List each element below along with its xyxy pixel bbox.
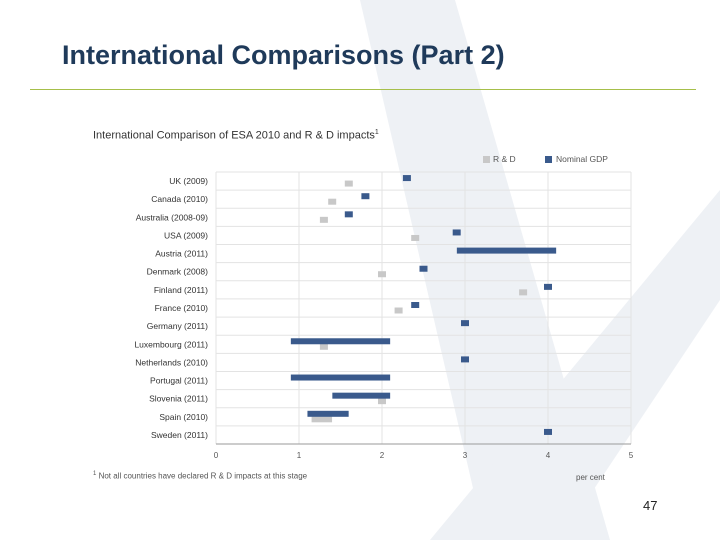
gdp-marker xyxy=(361,193,370,200)
slide-title: International Comparisons (Part 2) xyxy=(62,40,505,70)
category-label: Spain (2010) xyxy=(159,412,208,422)
chart-title-footnote-marker: 1 xyxy=(374,129,379,136)
category-label: USA (2009) xyxy=(164,230,208,240)
grid-layer xyxy=(215,171,632,445)
chart: R & D Nominal GDP UK (2009) Canada (2010)… xyxy=(134,154,634,482)
x-tick-label: 3 xyxy=(463,451,468,460)
gdp-marker xyxy=(290,374,391,381)
gdp-marker xyxy=(544,428,552,435)
rd-marker xyxy=(378,271,386,278)
rd-marker xyxy=(311,416,333,423)
x-axis-ticks: 0 1 2 3 4 5 xyxy=(214,451,634,460)
category-label: France (2010) xyxy=(155,303,209,313)
x-tick-label: 4 xyxy=(546,451,551,460)
category-label: Germany (2011) xyxy=(147,321,208,331)
gdp-marker xyxy=(452,229,461,236)
category-label: Netherlands (2010) xyxy=(135,357,208,367)
footnote: 1 Not all countries have declared R & D … xyxy=(93,471,307,481)
category-label: Finland (2011) xyxy=(154,285,208,295)
category-label: Slovenia (2011) xyxy=(149,394,208,404)
category-label: Canada (2010) xyxy=(151,194,208,204)
legend-gdp-swatch xyxy=(545,156,552,163)
x-axis-label: per cent xyxy=(576,473,606,482)
watermark-stroke-right xyxy=(430,190,720,540)
category-label: Denmark (2008) xyxy=(147,267,209,277)
gdp-marker xyxy=(402,175,411,182)
footnote-marker: 1 xyxy=(93,471,97,477)
rd-marker xyxy=(344,180,353,187)
legend-rd-label: R & D xyxy=(493,154,516,164)
rd-marker xyxy=(319,216,328,223)
category-labels: UK (2009) Canada (2010) Australia (2008-09… xyxy=(134,176,208,440)
gdp-marker xyxy=(419,265,428,272)
chart-title: International Comparison of ESA 2010 and… xyxy=(93,129,379,142)
category-label: Austria (2011) xyxy=(155,249,208,259)
rd-series xyxy=(311,180,528,423)
rd-marker xyxy=(328,198,337,205)
category-label: Luxembourg (2011) xyxy=(134,339,208,349)
gdp-marker xyxy=(290,338,391,345)
gdp-series xyxy=(290,175,557,435)
title-divider xyxy=(30,89,696,90)
gdp-marker xyxy=(461,320,469,327)
gdp-marker xyxy=(332,392,391,399)
x-tick-label: 5 xyxy=(629,451,634,460)
rd-marker xyxy=(319,343,328,350)
legend-rd-swatch xyxy=(483,156,490,163)
rd-marker xyxy=(394,307,403,314)
legend: R & D Nominal GDP xyxy=(483,154,608,164)
category-label: Australia (2008-09) xyxy=(136,212,208,222)
rd-marker xyxy=(519,289,528,296)
rd-marker xyxy=(411,234,420,241)
gdp-marker xyxy=(461,356,469,363)
gdp-marker xyxy=(411,302,420,308)
legend-gdp-label: Nominal GDP xyxy=(556,154,608,164)
x-tick-label: 1 xyxy=(297,451,302,460)
page-number: 47 xyxy=(643,498,658,513)
category-label: Sweden (2011) xyxy=(151,430,208,440)
x-tick-label: 2 xyxy=(380,451,385,460)
footnote-text: Not all countries have declared R & D im… xyxy=(98,471,308,481)
x-tick-label: 0 xyxy=(214,451,219,460)
chart-title-text: International Comparison of ESA 2010 and… xyxy=(93,129,375,142)
category-label: UK (2009) xyxy=(169,176,208,186)
category-label: Portugal (2011) xyxy=(150,376,208,386)
gdp-marker xyxy=(456,247,557,254)
gdp-marker xyxy=(307,410,349,417)
gdp-marker xyxy=(344,211,353,218)
gdp-marker xyxy=(544,283,552,290)
rd-marker xyxy=(378,398,386,405)
